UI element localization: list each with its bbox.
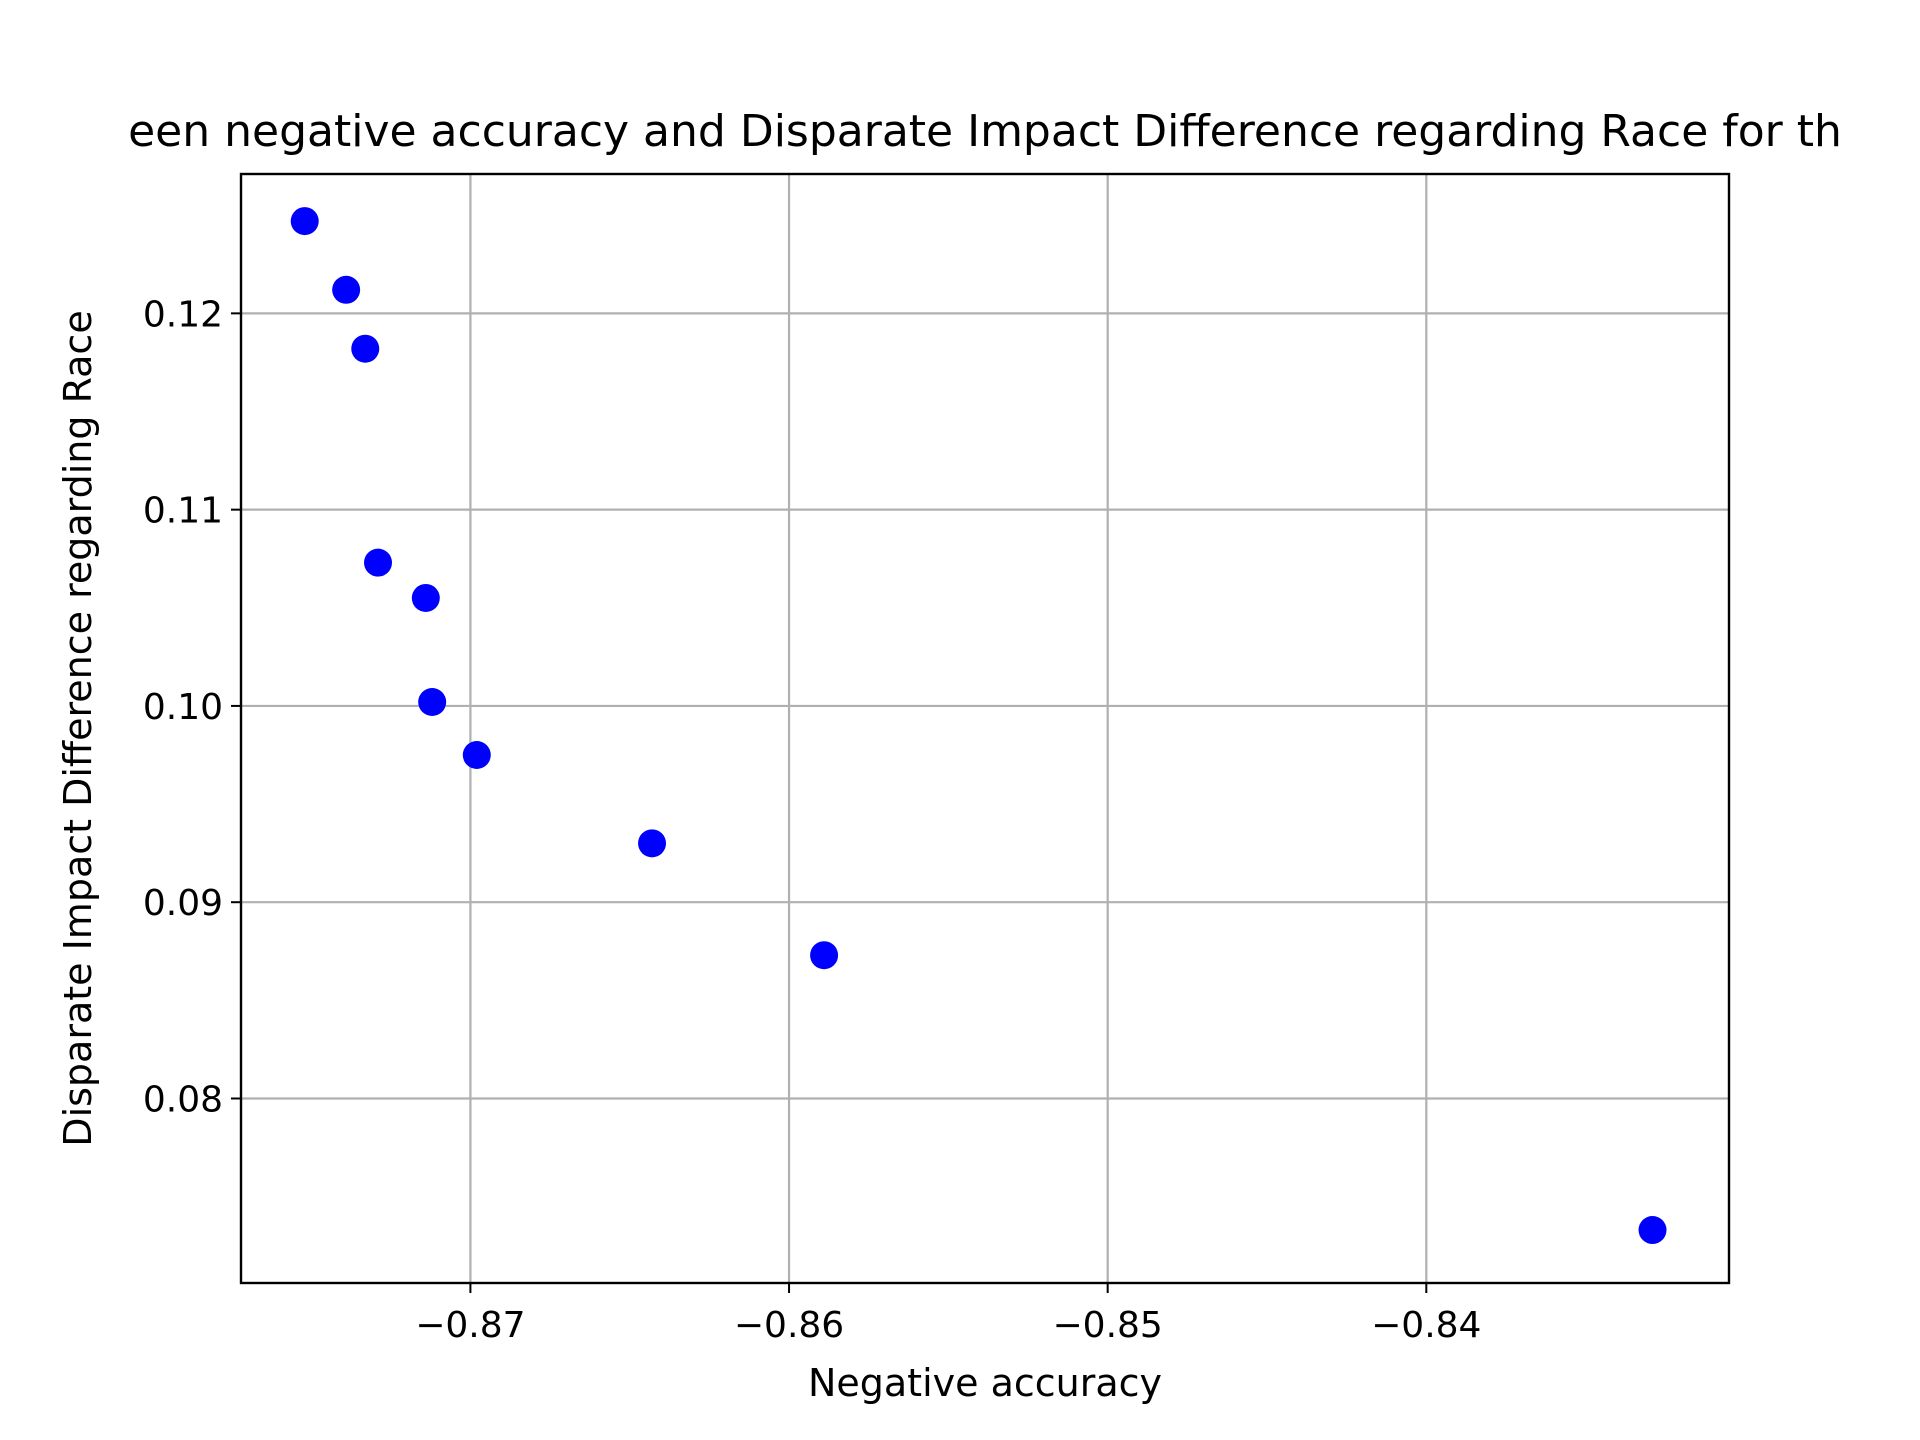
data-point [1638, 1216, 1667, 1245]
chart-title: een negative accuracy and Disparate Impa… [128, 106, 1842, 157]
data-point [364, 548, 393, 577]
y-tick-label: 0.12 [143, 294, 223, 335]
axis-ticks: −0.87 −0.86 −0.85 −0.84 0.08 0.09 0.10 0.11 0.12 [143, 294, 1482, 1346]
data-point [462, 740, 491, 769]
x-axis-title: Negative accuracy [808, 1361, 1162, 1405]
data-point [351, 334, 380, 363]
data-point [638, 829, 667, 858]
x-tick-label: −0.87 [415, 1305, 525, 1346]
data-points [290, 207, 1667, 1245]
plot-area-frame [239, 172, 1731, 1285]
data-point [290, 207, 319, 236]
y-tick-label: 0.08 [143, 1079, 223, 1120]
data-point [332, 275, 361, 304]
y-tick-label: 0.09 [143, 883, 223, 924]
x-tick-label: −0.85 [1053, 1305, 1163, 1346]
data-point [810, 941, 839, 970]
y-tick-label: 0.10 [143, 687, 223, 728]
x-tick-label: −0.86 [734, 1305, 844, 1346]
x-tick-label: −0.84 [1371, 1305, 1481, 1346]
y-tick-label: 0.11 [143, 491, 223, 532]
data-point [411, 583, 440, 612]
data-point [418, 688, 447, 717]
grid-lines [241, 174, 1729, 1283]
y-axis-title: Disparate Impact Difference regarding Ra… [56, 310, 100, 1146]
